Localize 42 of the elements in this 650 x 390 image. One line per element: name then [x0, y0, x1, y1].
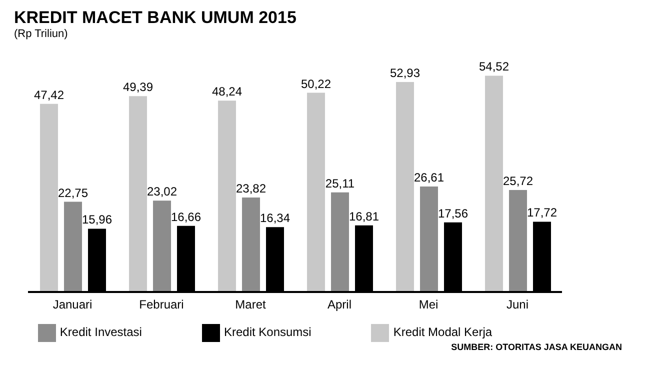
data-label: 52,93	[390, 66, 420, 80]
bar	[307, 92, 325, 292]
bar	[218, 100, 236, 292]
data-label: 25,72	[502, 174, 534, 188]
data-label: 48,24	[212, 84, 242, 99]
legend-label: Kredit Konsumsi	[224, 325, 312, 340]
data-label: 17,56	[438, 206, 468, 220]
data-label: 22,75	[58, 186, 88, 200]
bar	[396, 82, 414, 292]
chart-title: KREDIT MACET BANK UMUM 2015	[14, 8, 298, 28]
x-tick-label: Januari	[52, 298, 92, 312]
chart-subtitle: (Rp Triliun)	[14, 28, 69, 40]
data-label: 23,02	[146, 184, 178, 199]
bar	[509, 190, 527, 292]
data-label: 15,96	[82, 212, 112, 227]
data-label: 47,42	[34, 88, 64, 102]
data-label: 23,82	[236, 182, 266, 196]
data-label: 54,52	[478, 60, 510, 74]
x-tick-label: Mei	[418, 298, 438, 312]
data-label: 50,22	[300, 76, 332, 91]
text: SUMBER: OTORITAS JASA KEUANGAN	[450, 342, 622, 352]
x-tick-label: Februari	[139, 298, 184, 312]
bar	[153, 200, 171, 292]
data-label: 17,72	[526, 206, 558, 220]
data-label: 49,39	[122, 80, 154, 94]
bar	[64, 202, 82, 292]
bar	[420, 186, 438, 292]
data-label: 16,66	[170, 210, 202, 224]
bar	[129, 96, 147, 292]
legend-label: Kredit Investasi	[60, 325, 142, 340]
bar	[242, 198, 260, 292]
x-tick-label: Juni	[506, 298, 529, 312]
legend-label: Kredit Modal Kerja	[393, 325, 492, 340]
bar	[331, 192, 349, 292]
data-label: 25,11	[325, 176, 355, 190]
data-label: 16,34	[260, 211, 290, 226]
x-tick-label: April	[327, 298, 352, 312]
bar	[485, 76, 503, 292]
data-label: 26,61	[414, 170, 444, 184]
x-tick-label: Maret	[235, 298, 266, 312]
data-label: 16,81	[348, 209, 380, 224]
bar	[40, 104, 58, 292]
